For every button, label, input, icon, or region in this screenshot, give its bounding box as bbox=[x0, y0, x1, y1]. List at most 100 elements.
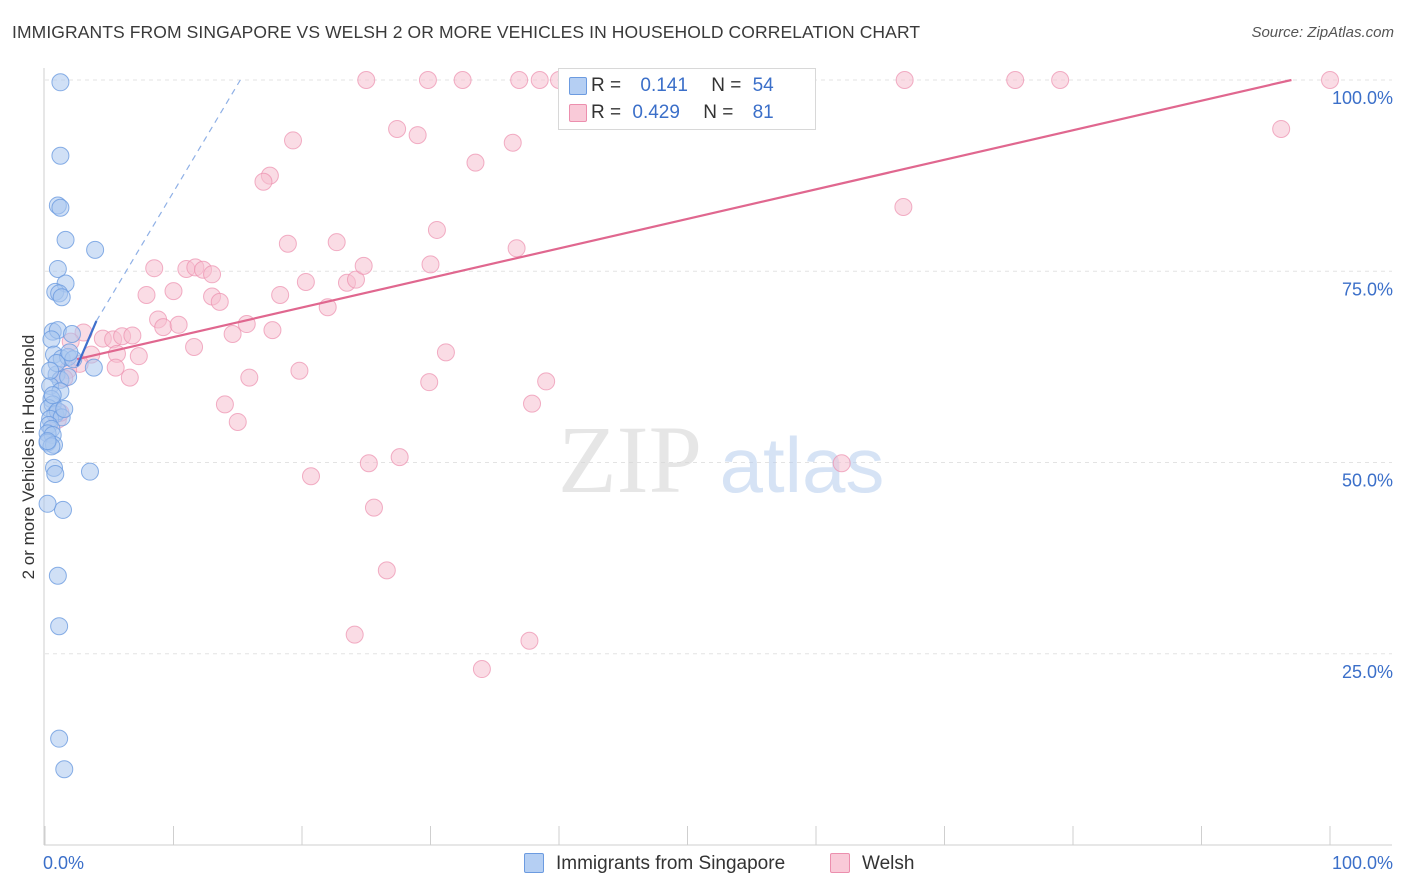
welsh-point bbox=[278, 234, 297, 253]
welsh-point bbox=[354, 256, 373, 275]
source-label: Source: ZipAtlas.com bbox=[1251, 24, 1394, 41]
singapore-point bbox=[38, 432, 57, 451]
singapore-point bbox=[48, 566, 67, 585]
singapore-point bbox=[38, 494, 57, 513]
welsh-point bbox=[427, 220, 446, 239]
gridlines bbox=[45, 79, 1392, 655]
x-tick-label: 100.0% bbox=[1332, 853, 1393, 873]
singapore-point bbox=[86, 240, 105, 259]
welsh-point bbox=[210, 292, 229, 311]
x-tick-label: 0.0% bbox=[43, 853, 84, 873]
welsh-point bbox=[472, 660, 491, 679]
y-tick-label: 75.0% bbox=[1342, 279, 1393, 299]
singapore-trendline bbox=[76, 320, 98, 367]
welsh-point bbox=[420, 373, 439, 392]
welsh-point bbox=[364, 498, 383, 517]
legend-n-label: N = bbox=[711, 75, 742, 96]
welsh-point bbox=[537, 372, 556, 391]
correlation-legend: R = 0.141 N = 54 R = 0.429 N = 81 bbox=[558, 68, 816, 130]
welsh-point bbox=[510, 71, 529, 89]
welsh-point bbox=[223, 324, 242, 343]
welsh-point bbox=[164, 282, 183, 301]
singapore-point bbox=[41, 361, 60, 380]
welsh-point bbox=[169, 315, 188, 334]
singapore-point bbox=[50, 617, 69, 636]
welsh-point bbox=[263, 321, 282, 340]
welsh-point bbox=[436, 343, 455, 362]
singapore-trendline-extension bbox=[95, 79, 241, 322]
legend-row-singapore: R = 0.141 N = 54 bbox=[569, 73, 774, 99]
singapore-point bbox=[62, 324, 81, 343]
legend-r-value: 0.429 bbox=[632, 102, 680, 123]
singapore-point bbox=[53, 500, 72, 519]
legend-row-welsh: R = 0.429 N = 81 bbox=[569, 100, 774, 126]
welsh-point bbox=[137, 285, 156, 304]
welsh-point bbox=[357, 71, 376, 89]
legend-n-label: N = bbox=[703, 102, 734, 123]
welsh-point bbox=[240, 368, 259, 387]
singapore-point bbox=[55, 399, 74, 418]
welsh-point bbox=[1272, 119, 1291, 138]
welsh-point bbox=[1006, 71, 1025, 89]
welsh-point bbox=[390, 448, 409, 467]
welsh-point bbox=[215, 395, 234, 414]
legend-swatch-blue bbox=[569, 77, 587, 95]
singapore-point bbox=[46, 464, 65, 483]
welsh-point bbox=[301, 467, 320, 486]
welsh-points bbox=[48, 71, 1339, 679]
welsh-point bbox=[523, 394, 542, 413]
welsh-point bbox=[185, 337, 204, 356]
welsh-point bbox=[530, 71, 549, 89]
welsh-trendline bbox=[76, 78, 1292, 361]
watermark-zip: ZIP bbox=[558, 406, 702, 513]
bottom-legend-label: Welsh bbox=[862, 853, 915, 874]
welsh-point bbox=[503, 133, 522, 152]
welsh-point bbox=[1321, 71, 1339, 89]
singapore-point bbox=[50, 729, 69, 748]
chart-title: IMMIGRANTS FROM SINGAPORE VS WELSH 2 OR … bbox=[12, 22, 921, 42]
welsh-point bbox=[421, 255, 440, 274]
welsh-point bbox=[129, 347, 148, 366]
welsh-point bbox=[290, 361, 309, 380]
bottom-legend-singapore: Immigrants from Singapore bbox=[524, 851, 785, 877]
welsh-point bbox=[154, 318, 173, 337]
singapore-point bbox=[43, 386, 62, 405]
welsh-point bbox=[894, 197, 913, 216]
singapore-point bbox=[51, 73, 70, 92]
welsh-point bbox=[359, 454, 378, 473]
watermark-atlas: atlas bbox=[720, 421, 885, 509]
welsh-point bbox=[327, 233, 346, 252]
y-tick-label: 25.0% bbox=[1342, 662, 1393, 682]
welsh-point bbox=[453, 71, 472, 89]
welsh-point bbox=[408, 126, 427, 145]
bottom-legend-swatch-pink bbox=[830, 853, 850, 873]
legend-swatch-pink bbox=[569, 104, 587, 122]
legend-r-value: 0.141 bbox=[640, 75, 688, 96]
legend-r-label: R = bbox=[591, 75, 622, 96]
singapore-point bbox=[80, 462, 99, 481]
singapore-point bbox=[52, 288, 71, 307]
welsh-point bbox=[203, 265, 222, 284]
tick-labels: 25.0% 50.0% 75.0% 100.0% 0.0% 100.0% bbox=[43, 88, 1393, 873]
singapore-point bbox=[51, 198, 70, 217]
singapore-points bbox=[38, 73, 105, 779]
legend-n-value: 81 bbox=[752, 102, 774, 123]
bottom-legend-label: Immigrants from Singapore bbox=[556, 853, 786, 874]
welsh-point bbox=[345, 625, 364, 644]
y-tick-label: 50.0% bbox=[1342, 471, 1393, 491]
y-tick-label: 100.0% bbox=[1332, 88, 1393, 108]
welsh-point bbox=[106, 358, 125, 377]
bottom-legend-welsh: Welsh bbox=[830, 851, 914, 877]
welsh-point bbox=[145, 259, 164, 278]
welsh-point bbox=[123, 326, 142, 345]
singapore-point bbox=[48, 259, 67, 278]
welsh-point bbox=[296, 272, 315, 291]
welsh-point bbox=[520, 631, 539, 650]
singapore-point bbox=[42, 330, 61, 349]
welsh-point bbox=[418, 71, 437, 89]
singapore-point bbox=[51, 146, 70, 165]
welsh-point bbox=[228, 412, 247, 431]
welsh-point bbox=[1051, 71, 1070, 89]
welsh-point bbox=[120, 368, 139, 387]
